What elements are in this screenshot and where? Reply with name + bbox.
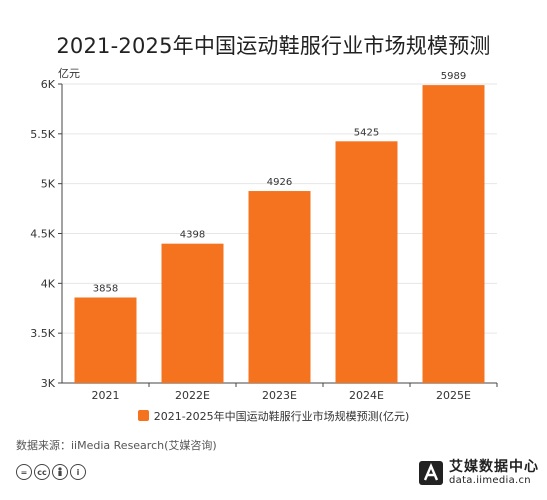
bar: [74, 297, 137, 383]
cc-icon: cc: [34, 464, 50, 480]
y-tick-label: 3K: [41, 377, 56, 390]
brand-url: data.iimedia.cn: [449, 475, 531, 487]
brand: 艾媒数据中心 data.iimedia.cn: [418, 459, 539, 487]
license-icons: = cc i: [16, 464, 86, 480]
bar-value-label: 4398: [180, 230, 205, 241]
x-tick-label: 2024E: [349, 389, 384, 400]
bar-value-label: 4926: [267, 177, 292, 188]
bar: [161, 243, 224, 383]
brand-name: 艾媒数据中心: [449, 459, 539, 475]
y-tick-label: 4K: [41, 277, 56, 290]
x-tick-label: 2021: [92, 389, 120, 400]
x-tick-label: 2023E: [262, 389, 297, 400]
bar: [335, 141, 398, 383]
equals-icon: =: [16, 464, 32, 480]
bar-value-label: 3858: [93, 283, 118, 294]
bar-value-label: 5425: [354, 127, 379, 138]
bar-chart: 亿元 3K 3.5K 4K 4.5K 5K 5.5K 6K 3858 2021 4398 2022E 4…: [30, 67, 498, 400]
y-tick-label: 3.5K: [30, 327, 55, 340]
bar: [422, 85, 485, 383]
chart-title: 2021-2025年中国运动鞋服行业市场规模预测: [56, 34, 491, 58]
x-tick-label: 2022E: [175, 389, 210, 400]
by-icon: [52, 464, 68, 480]
y-tick-label: 5.5K: [30, 128, 55, 141]
chart-legend: 2021-2025年中国运动鞋服行业市场规模预测(亿元): [0, 408, 547, 424]
legend-label: 2021-2025年中国运动鞋服行业市场规模预测(亿元): [153, 410, 410, 423]
y-tick-label: 4.5K: [30, 228, 55, 241]
info-icon: i: [70, 464, 86, 480]
source-note: 数据来源：iiMedia Research(艾媒咨询): [16, 439, 217, 452]
brand-logo: [419, 461, 443, 486]
x-tick-label: 2025E: [436, 389, 471, 400]
legend-swatch: [137, 410, 149, 421]
y-tick-label: 6K: [41, 78, 56, 91]
bar: [248, 191, 311, 383]
bar-value-label: 5989: [441, 71, 466, 82]
y-axis-unit-label: 亿元: [58, 67, 80, 80]
y-tick-label: 5K: [41, 178, 56, 191]
